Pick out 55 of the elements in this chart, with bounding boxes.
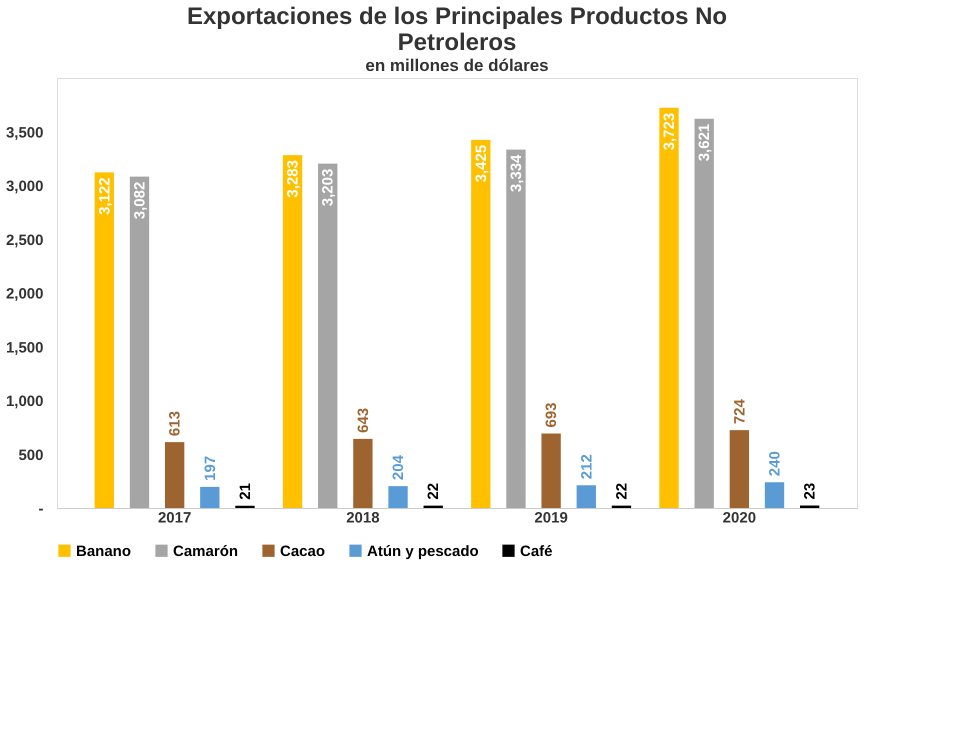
bar xyxy=(764,482,784,508)
x-tick-label: 2018 xyxy=(346,510,380,526)
data-label: 3,334 xyxy=(508,154,525,192)
x-tick-label: 2020 xyxy=(722,510,756,526)
legend-label: Camarón xyxy=(173,542,238,560)
y-tick-label: 2,000 xyxy=(6,286,44,302)
bar xyxy=(471,140,490,508)
data-label: 212 xyxy=(578,454,596,480)
bar xyxy=(659,108,679,508)
data-label: 3,122 xyxy=(96,177,114,215)
bar xyxy=(130,176,150,508)
data-label: 197 xyxy=(202,456,219,481)
y-tick-label: 2,500 xyxy=(6,232,44,249)
y-tick-label: 500 xyxy=(18,446,44,464)
chart-title: Exportaciones de los Principales Productos No Petroleros xyxy=(186,3,728,56)
data-label: 21 xyxy=(236,483,254,500)
y-tick-label: 1,500 xyxy=(6,339,44,356)
data-label: 3,082 xyxy=(131,182,148,220)
bar xyxy=(164,442,184,508)
y-tick-label: 3,000 xyxy=(6,178,44,195)
data-label: 3,283 xyxy=(284,160,302,198)
bar xyxy=(94,172,114,508)
bar xyxy=(353,438,373,508)
y-tick-label: 1,000 xyxy=(6,393,44,410)
y-tick-label: 3,500 xyxy=(6,124,44,142)
data-label: 613 xyxy=(166,411,184,436)
bar xyxy=(506,150,526,508)
data-label: 22 xyxy=(425,482,442,500)
bar xyxy=(730,430,750,508)
y-tick-label: - xyxy=(38,500,44,518)
legend-label: Cacao xyxy=(280,542,326,560)
data-label: 22 xyxy=(613,482,630,500)
x-tick-label: 2017 xyxy=(158,510,192,526)
bar xyxy=(576,485,596,508)
data-label: 724 xyxy=(731,398,748,424)
data-label: 3,621 xyxy=(696,124,714,162)
data-label: 3,425 xyxy=(472,144,490,182)
bar xyxy=(388,486,408,508)
data-label: 23 xyxy=(802,482,819,500)
legend-label: Banano xyxy=(76,542,132,560)
data-label: 204 xyxy=(390,454,408,480)
legend-label: Atún y pescado xyxy=(367,542,479,560)
bar xyxy=(541,434,561,508)
x-tick-label: 2019 xyxy=(534,510,568,526)
data-label: 240 xyxy=(766,451,784,476)
legend-label: Café xyxy=(520,542,553,560)
data-label: 693 xyxy=(543,402,560,428)
bar xyxy=(694,118,714,508)
bar xyxy=(282,155,302,508)
data-label: 3,723 xyxy=(661,112,678,150)
bar xyxy=(318,164,338,508)
bar xyxy=(200,486,220,508)
chart-subtitle: en millones de dólares xyxy=(365,56,549,75)
data-label: 643 xyxy=(354,408,372,433)
data-label: 3,203 xyxy=(320,168,337,206)
